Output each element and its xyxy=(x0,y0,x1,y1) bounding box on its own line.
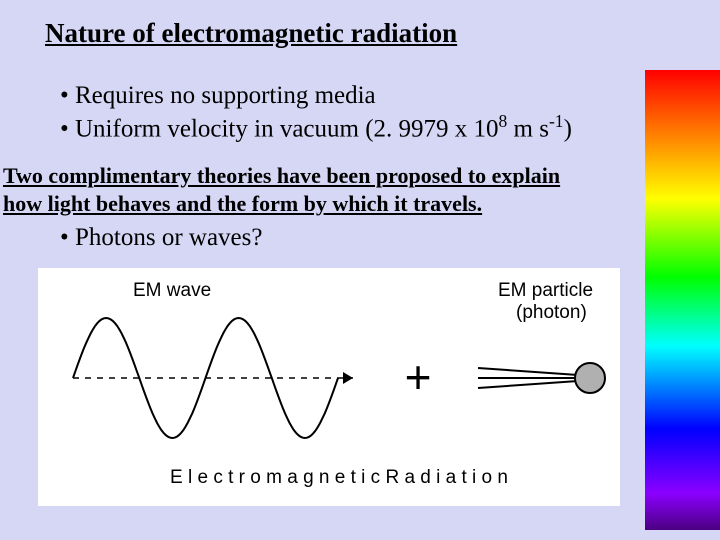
theories-line-1: Two complimentary theories have been pro… xyxy=(3,163,560,188)
bullet-1: • Requires no supporting media xyxy=(60,80,572,111)
svg-text:EM particle: EM particle xyxy=(498,280,593,301)
svg-text:E l e c t r o m a g n e t i c: E l e c t r o m a g n e t i c R a d i a … xyxy=(170,467,508,488)
bullet-list: • Requires no supporting media • Uniform… xyxy=(60,80,572,145)
svg-text:+: + xyxy=(405,351,432,403)
bullet-2: • Uniform velocity in vacuum (2. 9979 x … xyxy=(60,111,572,145)
spectrum-bar xyxy=(645,70,720,530)
bullet-2-post: ) xyxy=(564,116,572,143)
photons-bullet: • Photons or waves? xyxy=(60,224,262,252)
bullet-2-mid: m s xyxy=(507,116,549,143)
svg-text:(photon): (photon) xyxy=(516,302,587,323)
bullet-2-sup2: -1 xyxy=(549,111,564,131)
em-diagram-svg: + EM wave EM particle(photon) E l e c t r o… xyxy=(38,268,620,506)
slide-title: Nature of electromagnetic radiation xyxy=(45,18,457,49)
em-diagram: + EM wave EM particle(photon) E l e c t r o… xyxy=(38,268,620,506)
svg-text:EM wave: EM wave xyxy=(133,280,211,301)
theories-line-2: how light behaves and the form by which … xyxy=(3,191,482,216)
bullet-2-pre: • Uniform velocity in vacuum (2. 9979 x … xyxy=(60,116,499,143)
bullet-2-sup1: 8 xyxy=(499,111,508,131)
theories-text: Two complimentary theories have been pro… xyxy=(3,162,560,217)
